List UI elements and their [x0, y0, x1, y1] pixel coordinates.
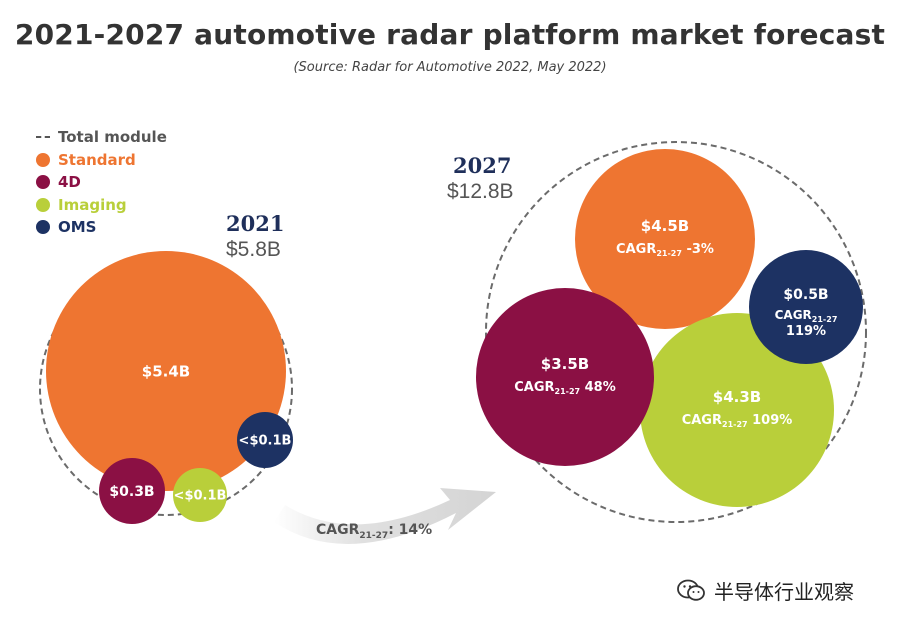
legend-label-standard: Standard	[58, 150, 136, 169]
watermark: 半导体行业观察	[676, 576, 854, 605]
bubble-cagr-imaging-2027: CAGR21-27 109%	[682, 413, 793, 429]
bubble-value-standard-2027: $4.5B	[641, 217, 689, 235]
legend-item-oms: OMS	[36, 216, 167, 239]
overall-cagr-label: CAGR21-27: 14%	[316, 522, 432, 541]
bubble-oms-2027	[749, 250, 863, 364]
legend-dot-imaging-icon	[36, 197, 50, 212]
total-module-circle-2027	[485, 141, 867, 523]
bubble-value-4d-2021: $0.3B	[109, 484, 154, 500]
bubble-value-oms-2021: <$0.1B	[239, 434, 292, 449]
total-label-2027: $12.8B	[447, 180, 514, 203]
legend-label-imaging: Imaging	[58, 195, 127, 214]
bubble-cagr-value-oms-2027: 119%	[786, 324, 826, 339]
bubble-imaging-2021	[173, 468, 227, 522]
bubble-value-oms-2027: $0.5B	[783, 287, 828, 303]
bubble-cagr-oms-2027: CAGR21-27	[775, 308, 838, 324]
bubble-cagr-standard-2027: CAGR21-27 -3%	[616, 242, 714, 258]
legend-label-oms: OMS	[58, 218, 97, 237]
dashed-line-icon	[36, 130, 50, 144]
legend-dot-standard-icon	[36, 152, 50, 167]
bubble-standard-2021	[46, 251, 286, 491]
legend-label-4d: 4D	[58, 173, 81, 192]
bubble-standard-2027	[575, 149, 755, 329]
legend-item-4d: 4D	[36, 171, 167, 194]
bubble-oms-2021	[237, 412, 293, 468]
legend-dot-4d-icon	[36, 175, 50, 190]
total-label-2021: $5.8B	[226, 238, 281, 261]
chart-subtitle: (Source: Radar for Automotive 2022, May …	[293, 60, 607, 75]
bubble-value-standard-2021: $5.4B	[142, 362, 190, 380]
legend-item-standard: Standard	[36, 149, 167, 172]
legend-dot-oms-icon	[36, 220, 50, 235]
legend-label-total-module: Total module	[58, 128, 167, 147]
legend: Total module Standard 4D Imaging OMS	[36, 126, 167, 239]
watermark-text: 半导体行业观察	[714, 580, 854, 604]
legend-item-imaging: Imaging	[36, 194, 167, 217]
year-label-2027: 2027	[453, 153, 512, 178]
bubble-imaging-2027	[640, 313, 834, 507]
chart-title: 2021-2027 automotive radar platform mark…	[14, 18, 886, 51]
legend-item-total-module: Total module	[36, 126, 167, 149]
bubble-cagr-4d-2027: CAGR21-27 48%	[514, 380, 616, 396]
bubble-value-imaging-2021: <$0.1B	[174, 489, 227, 504]
cagr-arrow	[274, 488, 496, 544]
wechat-icon	[677, 579, 705, 601]
bubble-value-4d-2027: $3.5B	[541, 355, 589, 373]
bubble-4d-2021	[99, 458, 165, 524]
bubble-value-imaging-2027: $4.3B	[713, 388, 761, 406]
bubble-4d-2027	[476, 288, 654, 466]
year-label-2021: 2021	[226, 211, 285, 236]
